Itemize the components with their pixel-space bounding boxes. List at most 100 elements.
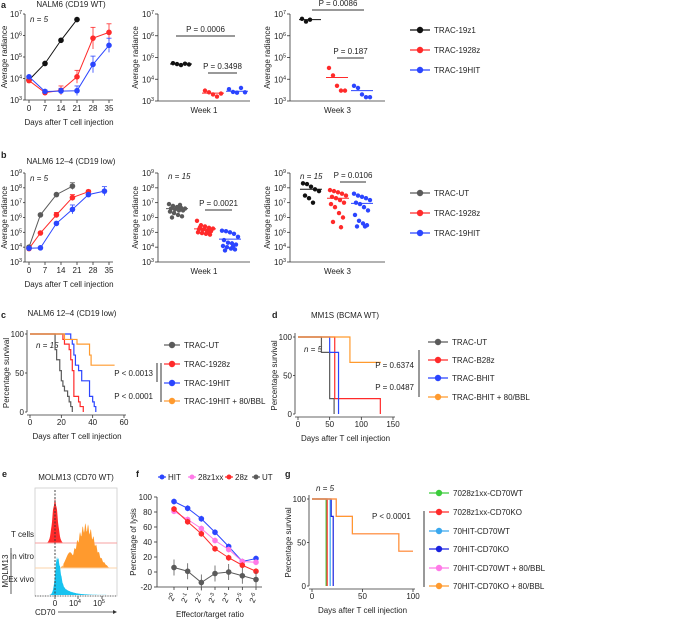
data-point bbox=[224, 244, 230, 250]
ytick-label: 109 bbox=[142, 169, 154, 178]
data-point bbox=[231, 231, 237, 236]
p-value: P < 0.0013 bbox=[114, 369, 153, 378]
ytick-label: 107 bbox=[142, 10, 154, 19]
series-line bbox=[28, 190, 105, 249]
data-point bbox=[197, 225, 203, 230]
y-axis-label: Average radiance bbox=[131, 26, 140, 89]
legend-marker bbox=[226, 474, 232, 480]
p-value: P < 0.0001 bbox=[372, 512, 411, 521]
data-point bbox=[58, 37, 64, 44]
n-label: n = 5 bbox=[304, 345, 323, 354]
legend-label: TRAC-UT bbox=[434, 189, 469, 198]
data-point bbox=[299, 16, 305, 22]
ytick-label: 107 bbox=[274, 199, 286, 208]
data-point bbox=[338, 225, 344, 230]
survival-curve bbox=[312, 498, 328, 586]
data-point bbox=[352, 212, 358, 218]
xtick-label: 0 bbox=[310, 592, 315, 601]
row-label: Ex vivo bbox=[8, 575, 34, 584]
b-line-ytick-label: 107 bbox=[10, 199, 22, 208]
data-point bbox=[306, 196, 312, 201]
data-point bbox=[206, 90, 212, 95]
data-point bbox=[225, 554, 232, 561]
group-label: MOLM13 bbox=[1, 554, 10, 587]
data-point bbox=[354, 224, 360, 229]
legend-label: HIT bbox=[168, 473, 181, 482]
b-line-ytick-label: 105 bbox=[10, 228, 22, 237]
legend-label: 7028z1xx-CD70KO bbox=[453, 508, 522, 517]
xtick-label: 0 bbox=[53, 599, 58, 608]
data-point bbox=[328, 201, 334, 207]
data-point bbox=[166, 201, 172, 207]
data-point bbox=[184, 518, 191, 525]
data-point bbox=[202, 88, 208, 93]
ytick-label: 100 bbox=[139, 493, 153, 502]
data-point bbox=[198, 515, 205, 522]
legend-marker bbox=[189, 474, 195, 480]
legend-marker bbox=[435, 527, 443, 535]
data-point bbox=[367, 197, 373, 203]
ytick-label: 104 bbox=[274, 243, 286, 252]
data-point bbox=[170, 60, 176, 66]
data-point bbox=[327, 187, 333, 193]
data-point bbox=[221, 237, 227, 243]
xtick-label: 0 bbox=[28, 418, 33, 427]
data-point bbox=[367, 94, 373, 100]
ytick-label: 106 bbox=[142, 32, 154, 41]
x-axis-label: Days after T cell injection bbox=[32, 432, 121, 441]
data-point bbox=[199, 230, 205, 236]
ytick-label: 107 bbox=[142, 199, 154, 208]
data-point bbox=[359, 92, 365, 97]
xtick-label: 60 bbox=[120, 418, 129, 427]
p-value: P = 0.0006 bbox=[186, 25, 225, 34]
histogram-in-vitro bbox=[35, 523, 117, 568]
p-value: P = 0.0106 bbox=[334, 171, 373, 180]
arrow-head-icon bbox=[113, 610, 117, 614]
data-point bbox=[212, 529, 218, 536]
legend-marker bbox=[435, 508, 443, 516]
data-point bbox=[205, 229, 211, 234]
ytick-label: 103 bbox=[142, 258, 154, 267]
legend-label: 28z1xx bbox=[198, 473, 223, 482]
legend-label: 70HIT-CD70KO + 80/BBL bbox=[453, 582, 545, 591]
row-label: T cells bbox=[11, 530, 34, 539]
y-axis-label: Average radiance bbox=[131, 186, 140, 249]
survival-curve bbox=[298, 336, 381, 364]
p-value: P = 0.0021 bbox=[199, 199, 238, 208]
y-axis-label: Percentage survival bbox=[270, 340, 279, 410]
flow-plot-frame bbox=[34, 487, 118, 597]
data-point bbox=[74, 16, 80, 23]
data-point bbox=[303, 19, 309, 24]
a-line-ytick-label: 105 bbox=[10, 53, 22, 62]
ytick-label: 40 bbox=[143, 538, 152, 547]
ytick-label: 103 bbox=[274, 97, 286, 106]
data-point bbox=[106, 42, 112, 49]
legend-marker bbox=[416, 26, 424, 34]
y-axis-label: Average radiance bbox=[0, 25, 9, 88]
data-point bbox=[342, 88, 348, 93]
data-point bbox=[338, 88, 344, 93]
data-point bbox=[302, 193, 308, 198]
legend-label: TRAC-BHIT + 80/BBL bbox=[452, 393, 530, 402]
legend-marker bbox=[168, 341, 176, 349]
xtick-label: 0 bbox=[27, 266, 32, 275]
data-point bbox=[326, 65, 332, 71]
a-line-ytick-label: 107 bbox=[10, 10, 22, 19]
legend-label: 7028z1xx-CD70WT bbox=[453, 489, 523, 498]
xtick-label: 2-3 bbox=[207, 592, 219, 604]
x-axis-label: Days after T cell injection bbox=[301, 434, 390, 443]
data-point bbox=[339, 191, 345, 196]
legend-label: TRAC-19HIT + 80/BBL bbox=[184, 397, 266, 406]
survival-curve bbox=[30, 333, 97, 412]
xtick-label: 150 bbox=[386, 420, 400, 429]
legend-label: TRAC-1928z bbox=[434, 209, 480, 218]
x-axis-label: Effector/target ratio bbox=[176, 610, 244, 619]
data-point bbox=[101, 188, 108, 194]
data-point bbox=[304, 181, 310, 187]
data-point bbox=[340, 215, 346, 220]
series-line bbox=[28, 31, 110, 94]
histogram-ex-vivo bbox=[35, 556, 117, 595]
data-point bbox=[341, 200, 347, 205]
xtick-label: 35 bbox=[105, 266, 114, 275]
data-point bbox=[363, 94, 369, 100]
